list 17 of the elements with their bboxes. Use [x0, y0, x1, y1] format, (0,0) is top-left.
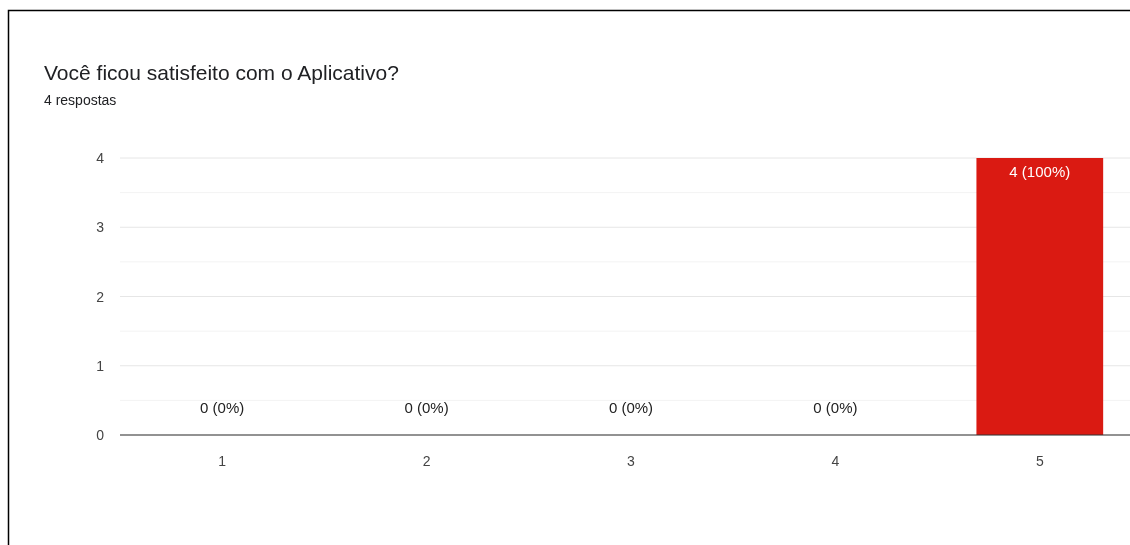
y-tick-label: 1: [96, 357, 105, 374]
x-tick-label: 2: [422, 453, 431, 469]
x-tick-label: 5: [1035, 453, 1044, 469]
x-tick-label: 1: [218, 453, 227, 469]
chart-subtitle: 4 respostas: [44, 92, 117, 108]
chart-title: Você ficou satisfeito com o Aplicativo?: [44, 61, 399, 84]
y-tick-label: 0: [96, 427, 105, 443]
y-tick-label: 2: [96, 288, 105, 305]
data-label: 0 (0%): [813, 399, 858, 416]
data-label: 0 (0%): [200, 399, 245, 416]
x-tick-label: 4: [831, 453, 840, 469]
y-tick-label: 3: [96, 219, 105, 236]
data-label: 4 (100%): [1009, 163, 1071, 180]
x-tick-label: 3: [627, 453, 636, 469]
data-label: 0 (0%): [608, 399, 654, 416]
data-label: 0 (0%): [404, 399, 449, 416]
y-tick-label: 4: [96, 150, 105, 166]
